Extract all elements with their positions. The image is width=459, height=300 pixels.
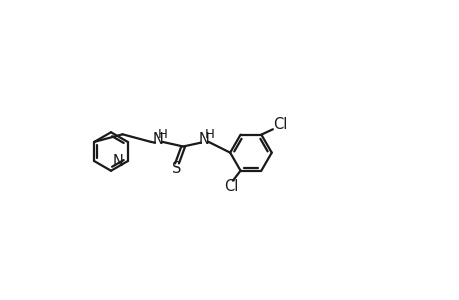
Text: N: N (152, 132, 163, 147)
Text: Cl: Cl (273, 117, 287, 132)
Text: H: H (158, 128, 168, 141)
Text: N: N (113, 154, 123, 169)
Text: N: N (198, 132, 209, 147)
Text: H: H (204, 128, 214, 141)
Text: S: S (172, 161, 181, 176)
Text: Cl: Cl (224, 179, 238, 194)
